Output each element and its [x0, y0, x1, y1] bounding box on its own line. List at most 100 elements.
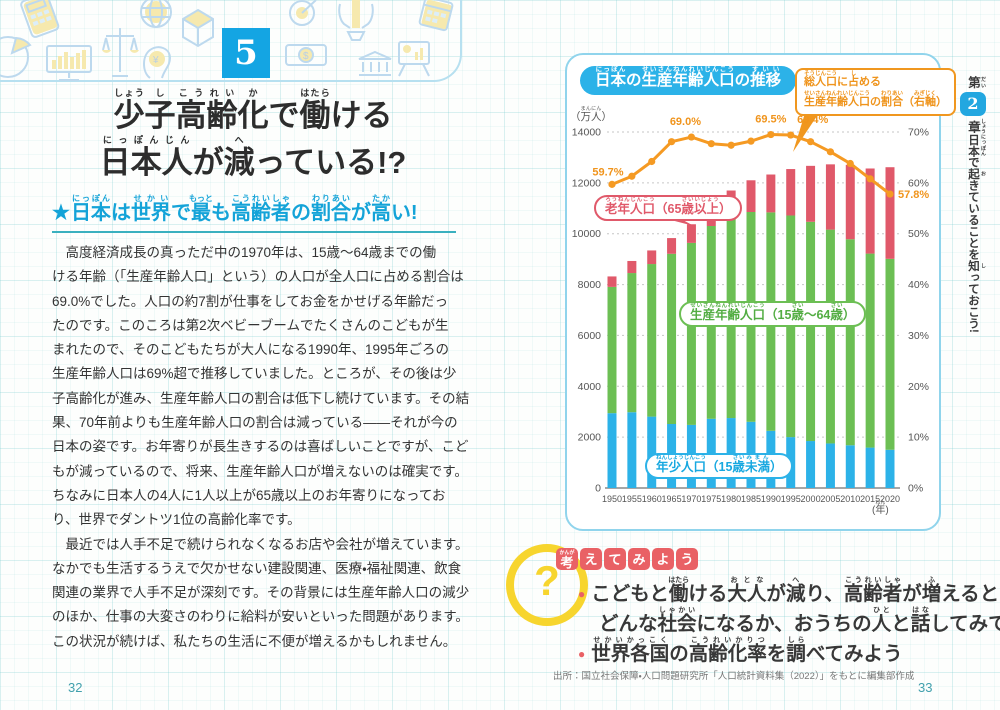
easel-chart-icon: [398, 41, 430, 77]
svg-text:1960: 1960: [642, 494, 662, 504]
svg-text:1975: 1975: [701, 494, 721, 504]
body-line: ける年齢（「生産年齢人口」という）の人口が全人口に占める割合は: [52, 269, 464, 285]
page-number-right: 33: [918, 680, 933, 695]
svg-text:70%: 70%: [908, 127, 929, 139]
star-icon: ★: [52, 202, 70, 224]
heading-underline: [52, 231, 456, 233]
svg-text:6000: 6000: [578, 330, 602, 342]
section-heading-text: 日本にっぽんは世界せかいで最もっとも高齢者こうれいしゃの割合わりあいが高たかい!: [70, 194, 418, 224]
chart-title: 日本にっぽんの生産せいさん年齢ねんれい人口じんこうの推移すいい: [580, 66, 797, 95]
svg-text:40%: 40%: [908, 279, 929, 291]
page-number-left: 32: [68, 680, 83, 695]
body-line: 69.0%でした。人口の約7割が仕事をしてお金をかせげる年齢だっ: [52, 293, 448, 309]
svg-text:¥: ¥: [152, 55, 159, 66]
series-label-junior: 年少人口ねんしょうじんこう（15歳さい未満みまん）: [645, 453, 794, 479]
svg-text:1965: 1965: [662, 494, 682, 504]
svg-text:30%: 30%: [908, 330, 929, 342]
svg-text:69.0%: 69.0%: [670, 116, 701, 128]
body-line: たのです。このころは第2次ベビーブームでたくさんのこどもが生: [52, 317, 449, 333]
bank-icon: [358, 50, 392, 76]
think-heading-char: て: [604, 548, 626, 570]
body-line: 果、70年前よりも生産年齢人口の割合は減っている——それが今の: [52, 415, 458, 431]
page-title-line2: 日にっ本ぽん人じんが減へっている!?: [99, 135, 407, 180]
chapter-prefix: 第だい: [966, 76, 986, 89]
think-heading-char: 考かんが: [556, 548, 578, 570]
body-line: 子高齢化が進み、生産年齢人口の割合は低下し続けています。その結: [52, 390, 470, 406]
body-text: 高度経済成長の真っただ中の1970年は、15歳〜64歳までの働 ける年齢（「生産年…: [52, 241, 472, 654]
section-number-badge: 5: [222, 28, 270, 78]
svg-text:0: 0: [595, 483, 601, 495]
bullet-icon: ●: [578, 587, 586, 601]
bullet-line: ● こどもと働はたらける大人おとなが減へり、高齢者こうれいしゃが増ふえると: [578, 577, 1000, 605]
target-icon: [289, 0, 317, 26]
svg-text:1980: 1980: [721, 494, 741, 504]
page-title-line1: 少しょう子し高こう齢れい化かで働はたらける: [113, 88, 393, 133]
hands-pencil-icon: [338, 0, 374, 41]
chapter-suffix: 章しょう: [966, 118, 986, 134]
calendar-icon: [418, 0, 454, 32]
body-line: 最近では人手不足で続けられなくなるお店や会社が増えています。: [52, 536, 469, 552]
svg-text:2015: 2015: [860, 494, 880, 504]
svg-text:2000: 2000: [578, 432, 602, 444]
svg-text:1950: 1950: [602, 494, 622, 504]
think-heading-char: う: [676, 548, 698, 570]
svg-text:20%: 20%: [908, 381, 929, 393]
body-line: もが減っているので、将来、生産年齢人口が増えないのは確実です。: [52, 463, 468, 479]
body-line: り、世界でダントツ1位の高齢化率です。: [52, 512, 301, 528]
think-heading-char: み: [628, 548, 650, 570]
svg-text:0%: 0%: [908, 483, 923, 495]
chart-legend-line2: 生産年齢人口せいさんねんれいじんこうの割合わりあい（右軸みぎじく）: [804, 90, 948, 108]
decorative-icon-band: ¥ $: [0, 0, 462, 82]
page-title: 少しょう子し高こう齢れい化かで働はたらける 日にっ本ぽん人じんが減へっている!?: [46, 88, 460, 182]
series-label-working: 生産年齢人口せいさんねんれいじんこう（15歳さい〜64歳さい）: [679, 301, 867, 327]
think-heading-char: え: [580, 548, 602, 570]
body-line: 生産年齢人口は69%超で推移していました。ところが、その後は少: [52, 366, 457, 382]
svg-text:10%: 10%: [908, 432, 929, 444]
svg-text:10000: 10000: [572, 228, 601, 240]
svg-text:59.7%: 59.7%: [592, 166, 623, 178]
svg-text:2010: 2010: [840, 494, 860, 504]
body-line: まれたので、そのこどもたちが大人になる1990年、1995年ごろの: [52, 342, 450, 358]
chapter-tab: 第だい 2 章 しょう日本 にっぽんで起 おきていることを知 しっておこう!: [960, 76, 986, 406]
scales-icon: [102, 28, 139, 77]
head-yen-icon: ¥: [143, 46, 172, 79]
svg-text:60%: 60%: [908, 177, 929, 189]
think-heading-char: よ: [652, 548, 674, 570]
svg-text:69.5%: 69.5%: [755, 114, 786, 126]
svg-text:69.4%: 69.4%: [797, 114, 828, 126]
x-axis-unit-label: (年ねん): [872, 500, 889, 516]
body-line: のほか、仕事の大変さのわりに給料が安いといった問題があります。: [52, 609, 469, 625]
svg-text:50%: 50%: [908, 228, 929, 240]
chart-legend-line1: 総人口そうじんこうに占しめる: [804, 71, 882, 88]
body-line: この状況が続けば、私たちの生活に不便が増えるかもしれません。: [52, 633, 457, 649]
svg-text:1995: 1995: [781, 494, 801, 504]
body-line: 関連の業界で人手不足が深刻です。その背景には生産年齢人口の減少: [52, 585, 470, 601]
cube-icon: [182, 8, 214, 48]
bullet-icon: ●: [578, 647, 586, 661]
svg-text:12000: 12000: [572, 177, 601, 189]
section-heading: ★日本にっぽんは世界せかいで最もっとも高齢者こうれいしゃの割合わりあいが高たかい…: [52, 194, 462, 225]
calculator-icon: [20, 0, 60, 38]
chart-legend: 総人口そうじんこうに占しめる 生産年齢人口せいさんねんれいじんこうの割合わりあい…: [795, 68, 957, 116]
think-bullets: ● こどもと働はたらける大人おとなが減へり、高齢者こうれいしゃが増ふえると どんな…: [578, 577, 1000, 667]
svg-text:1955: 1955: [622, 494, 642, 504]
body-line: 日本の姿です。お年寄りが長生きするのは喜ばしいことですが、こど: [52, 439, 469, 455]
svg-text:2020: 2020: [880, 494, 900, 504]
svg-text:1990: 1990: [761, 494, 781, 504]
body-line: なかでも生活するうえで欠かせない建設関連、医療・福祉関連、飲食: [52, 560, 462, 576]
svg-text:2000: 2000: [801, 494, 821, 504]
think-heading: 考かんがえてみよう: [556, 548, 698, 570]
bullet-line: どんな社会しゃかいになるか、おうちの人ひとと話はなしてみて!: [599, 607, 1000, 635]
svg-text:1970: 1970: [681, 494, 701, 504]
pie-chart-icon: [0, 36, 32, 78]
money-icon: $: [285, 44, 327, 66]
svg-text:8000: 8000: [578, 279, 602, 291]
svg-text:1985: 1985: [741, 494, 761, 504]
source-note: 出所：国立社会保障・人口問題研究所「人口統計資料集（2022）」をもとに編集部作…: [553, 671, 915, 682]
bar-chart-monitor-icon: [46, 45, 92, 81]
svg-text:2005: 2005: [820, 494, 840, 504]
left-axis-unit-label: （万人まんにん）: [570, 106, 612, 123]
svg-text:4000: 4000: [578, 381, 602, 393]
question-mark-icon: ?: [506, 544, 588, 626]
